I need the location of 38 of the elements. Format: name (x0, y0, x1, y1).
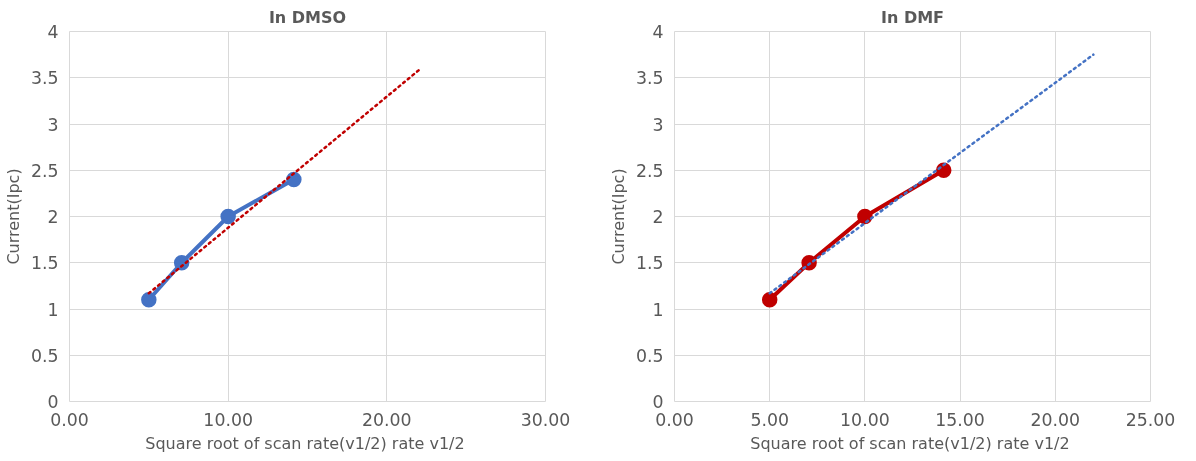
x-axis-title: Square root of scan rate(v1/2) rate v1/2 (750, 433, 1070, 453)
x-tick-label: 10.00 (840, 409, 890, 430)
y-axis-title: Current(Ipc) (3, 168, 23, 265)
y-tick-label: 1.5 (635, 253, 664, 274)
point (220, 208, 236, 225)
y-tick-label: 1 (652, 299, 664, 320)
y-tick-label: 0.5 (30, 345, 59, 366)
x-tick-label: 15.00 (935, 409, 985, 430)
x-tick-label: 30.00 (520, 409, 571, 430)
x-tick-label: 0.00 (655, 409, 694, 430)
x-tick-label: 0.00 (50, 409, 89, 430)
y-tick-label: 1 (47, 299, 59, 320)
y-tick-label: 4 (652, 22, 664, 42)
y-tick-label: 0 (47, 392, 59, 412)
y-tick-label: 3 (652, 114, 664, 135)
y-tick-label: 2 (47, 207, 59, 227)
x-tick-label: 5.00 (750, 409, 789, 430)
y-tick-label: 2 (652, 207, 664, 227)
y-tick-label: 3.5 (635, 68, 664, 89)
point (761, 292, 778, 308)
point (141, 292, 157, 308)
x-tick-label: 25.00 (1125, 409, 1176, 430)
y-tick-label: 1.5 (30, 253, 59, 274)
y-tick-label: 0 (652, 392, 664, 412)
y-tick-label: 0.5 (635, 345, 664, 366)
y-axis-title: Current(Ipc) (608, 168, 628, 265)
y-tick-label: 3.5 (30, 68, 59, 89)
point (857, 208, 873, 225)
x-axis-title: Square root of scan rate(v1/2) rate v1/2 (145, 433, 465, 453)
y-tick-label: 3 (47, 114, 59, 135)
x-tick-label: 10.00 (203, 409, 253, 430)
y-tick-label: 2.5 (30, 160, 59, 181)
x-tick-label: 20.00 (362, 409, 412, 430)
x-tick-label: 20.00 (1030, 409, 1081, 430)
y-tick-label: 2.5 (635, 160, 664, 181)
chart-title: In DMSO (268, 7, 347, 27)
chart-title: In DMF (880, 7, 945, 27)
y-tick-label: 4 (47, 22, 59, 42)
